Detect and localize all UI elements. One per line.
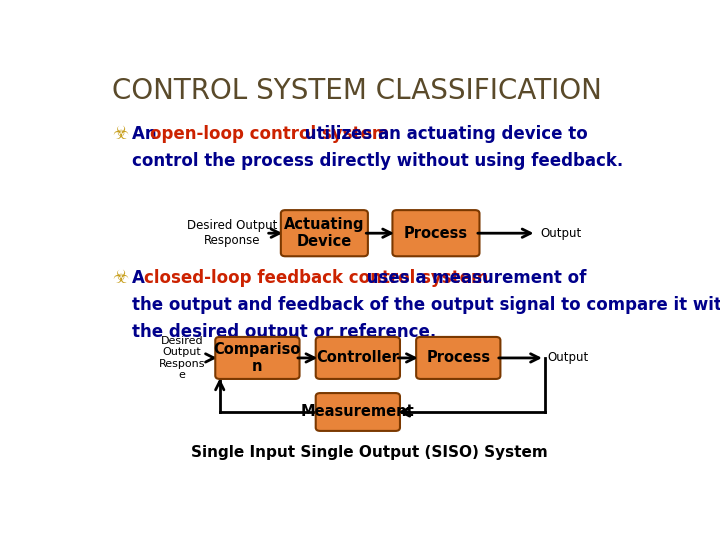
Text: Process: Process <box>404 226 468 241</box>
Text: CONTROL SYSTEM CLASSIFICATION: CONTROL SYSTEM CLASSIFICATION <box>112 77 602 105</box>
Text: closed-loop feedback control system: closed-loop feedback control system <box>144 268 489 287</box>
Text: Desired
Output
Respons
e: Desired Output Respons e <box>159 335 205 380</box>
Text: control the process directly without using feedback.: control the process directly without usi… <box>132 152 623 170</box>
Text: the desired output or reference.: the desired output or reference. <box>132 322 436 341</box>
FancyBboxPatch shape <box>281 210 368 256</box>
Text: ☣: ☣ <box>112 125 128 143</box>
Text: A: A <box>132 268 150 287</box>
FancyBboxPatch shape <box>315 393 400 431</box>
Text: utilizes an actuating device to: utilizes an actuating device to <box>300 125 588 143</box>
Text: open-loop control system: open-loop control system <box>150 125 390 143</box>
Text: Measurement: Measurement <box>301 404 415 420</box>
Text: An: An <box>132 125 162 143</box>
Text: the output and feedback of the output signal to compare it with: the output and feedback of the output si… <box>132 295 720 314</box>
Text: uses a measurement of: uses a measurement of <box>361 268 587 287</box>
Text: Process: Process <box>426 350 490 366</box>
FancyBboxPatch shape <box>315 337 400 379</box>
Text: Output: Output <box>547 352 589 365</box>
FancyBboxPatch shape <box>392 210 480 256</box>
Text: ☣: ☣ <box>112 268 128 287</box>
Text: Compariso
n: Compariso n <box>214 342 301 374</box>
Text: Desired Output
Response: Desired Output Response <box>187 219 277 247</box>
FancyBboxPatch shape <box>215 337 300 379</box>
Text: Single Input Single Output (SISO) System: Single Input Single Output (SISO) System <box>191 445 547 460</box>
Text: Controller: Controller <box>316 350 400 366</box>
FancyBboxPatch shape <box>416 337 500 379</box>
Text: Output: Output <box>541 227 582 240</box>
Text: Actuating
Device: Actuating Device <box>284 217 364 249</box>
